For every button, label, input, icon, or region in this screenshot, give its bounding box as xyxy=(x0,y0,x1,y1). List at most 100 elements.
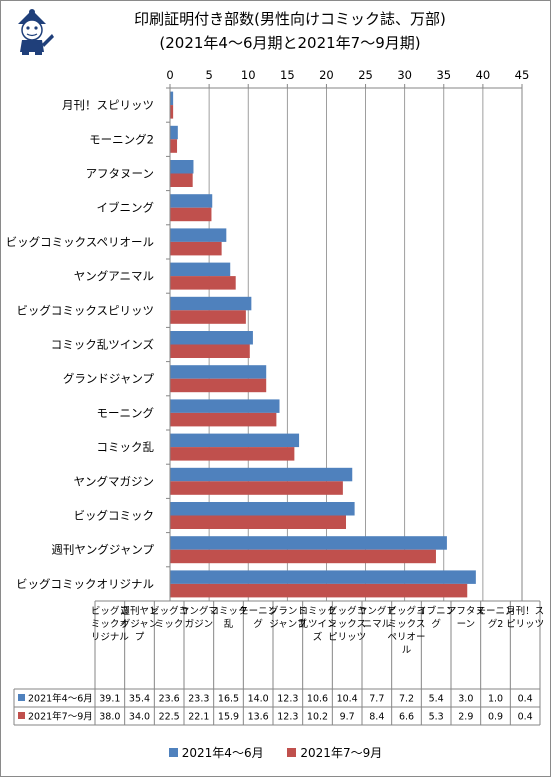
x-tick-label: 30 xyxy=(397,68,412,82)
bar xyxy=(170,365,267,379)
bar xyxy=(170,310,246,324)
table-header-cell: モーニング2 xyxy=(476,606,514,630)
bar xyxy=(170,228,227,242)
table-value-cell: 12.3 xyxy=(277,712,298,723)
bar xyxy=(170,583,468,598)
x-tick-label: 10 xyxy=(241,68,256,82)
table-value-cell: 39.1 xyxy=(99,694,120,705)
bar xyxy=(170,173,193,187)
bar xyxy=(170,570,476,584)
y-category-label: アフタヌーン xyxy=(86,167,154,181)
y-category-label: コミック乱ツインズ xyxy=(51,338,154,352)
bar xyxy=(170,296,252,311)
y-category-label: ビッグコミックオリジナル xyxy=(16,577,154,591)
table-value-cell: 5.4 xyxy=(429,694,444,705)
table-series-label: 2021年7～9月 xyxy=(28,711,93,723)
table-value-cell: 13.6 xyxy=(248,712,269,723)
table-header-cell: 週刊ヤングジャンプ xyxy=(120,605,158,643)
table-value-cell: 22.5 xyxy=(159,712,180,723)
table-value-cell: 23.3 xyxy=(188,694,209,705)
table-value-cell: 8.4 xyxy=(369,712,384,723)
table-value-cell: 14.0 xyxy=(248,694,269,705)
bar xyxy=(170,412,277,427)
bar xyxy=(170,447,295,461)
table-header-cell: ヤングアニマル xyxy=(358,605,396,630)
x-tick-label: 40 xyxy=(476,68,491,82)
legend-swatch-series-1 xyxy=(168,748,178,757)
table-value-cell: 10.4 xyxy=(337,694,358,705)
bar xyxy=(170,502,355,516)
bar xyxy=(170,91,174,106)
table-value-cell: 34.0 xyxy=(129,712,150,723)
legend-item-series-1: 2021年4～6月 xyxy=(168,744,264,761)
bar xyxy=(170,105,174,119)
y-category-label: イブニング xyxy=(97,201,155,215)
legend-label-series-1: 2021年4～6月 xyxy=(181,746,264,760)
bar xyxy=(170,515,346,529)
y-category-label: ヤングマガジン xyxy=(74,474,155,488)
table-header-cell: コミック乱ツインズ xyxy=(298,606,336,643)
table-value-cell: 2.9 xyxy=(458,712,473,723)
y-category-label: グランドジャンプ xyxy=(63,372,155,386)
table-value-cell: 35.4 xyxy=(129,694,150,705)
table-value-cell: 7.7 xyxy=(369,694,384,705)
x-tick-label: 25 xyxy=(358,68,373,82)
y-category-label: モーニング2 xyxy=(89,132,154,146)
y-category-label: モーニング xyxy=(97,406,155,420)
y-category-label: ビッグコミックスピリッツ xyxy=(16,303,154,317)
x-tick-label: 0 xyxy=(166,68,173,82)
table-value-cell: 12.3 xyxy=(277,694,298,705)
bar xyxy=(170,433,300,448)
legend-label-series-2: 2021年7～9月 xyxy=(300,746,383,760)
table-value-cell: 0.4 xyxy=(518,694,533,705)
table-header-cell: ビッグコミックスペリオール xyxy=(387,605,425,656)
bar xyxy=(170,344,250,358)
bar xyxy=(170,194,213,208)
y-category-label: 週刊ヤングジャンプ xyxy=(51,543,154,557)
table-value-cell: 0.4 xyxy=(518,712,533,723)
table-header-cell: ビッグコミックオリジナル xyxy=(91,605,130,643)
table-value-cell: 16.5 xyxy=(218,694,239,705)
table-value-cell: 9.7 xyxy=(340,712,355,723)
bar xyxy=(170,125,178,140)
table-series-label: 2021年4～6月 xyxy=(28,693,93,705)
table-header-cell: グランドジャンプ xyxy=(269,605,307,630)
table-value-cell: 10.6 xyxy=(307,694,328,705)
bar xyxy=(170,536,447,550)
y-category-label: ビッグコミックスペリオール xyxy=(6,235,154,249)
y-category-label: ビッグコミック xyxy=(74,509,155,523)
table-value-cell: 1.0 xyxy=(488,694,503,705)
legend-item-series-2: 2021年7～9月 xyxy=(287,744,382,761)
y-category-label: 月刊！スピリッツ xyxy=(62,98,154,112)
bar xyxy=(170,481,343,495)
table-value-cell: 7.2 xyxy=(399,694,414,705)
table-header-cell: イブニング xyxy=(417,605,455,630)
table-header-cell: ビッグコミックスピリッツ xyxy=(328,605,366,643)
table-header-cell: ビッグコミック xyxy=(150,605,188,630)
table-value-cell: 38.0 xyxy=(99,712,120,723)
table-header-cell: 月刊！スピリッツ xyxy=(506,605,544,630)
y-category-label: ヤングアニマル xyxy=(74,269,154,283)
bar xyxy=(170,276,236,290)
chart-legend: 2021年4～6月 2021年7～9月 xyxy=(0,744,551,761)
bar xyxy=(170,241,222,256)
y-category-label: コミック乱 xyxy=(97,440,155,454)
table-value-cell: 10.2 xyxy=(307,712,328,723)
table-value-cell: 15.9 xyxy=(218,712,239,723)
bar xyxy=(170,262,231,277)
chart-subtitle: (2021年4～6月期と2021年7～9月期) xyxy=(159,34,421,52)
table-header-cell: ヤングマガジン xyxy=(180,605,218,630)
table-value-cell: 0.9 xyxy=(488,712,503,723)
x-tick-label: 15 xyxy=(280,68,295,82)
x-tick-label: 20 xyxy=(319,68,334,82)
table-header-cell: アフタヌーン xyxy=(447,606,485,630)
x-tick-label: 35 xyxy=(436,68,451,82)
mascot-logo-icon xyxy=(18,9,54,55)
bar xyxy=(170,160,194,174)
bar-chart: 0 5 10 15 20 25 30 35 40 45 ビッグコミックオリジナル週刊ヤングジャンプ… xyxy=(6,68,544,726)
table-value-cell: 23.6 xyxy=(159,694,180,705)
bar xyxy=(170,549,436,564)
chart-title: 印刷証明付き部数(男性向けコミック誌、万部) xyxy=(134,10,446,28)
bar xyxy=(170,139,178,153)
table-value-cell: 22.1 xyxy=(188,712,209,723)
